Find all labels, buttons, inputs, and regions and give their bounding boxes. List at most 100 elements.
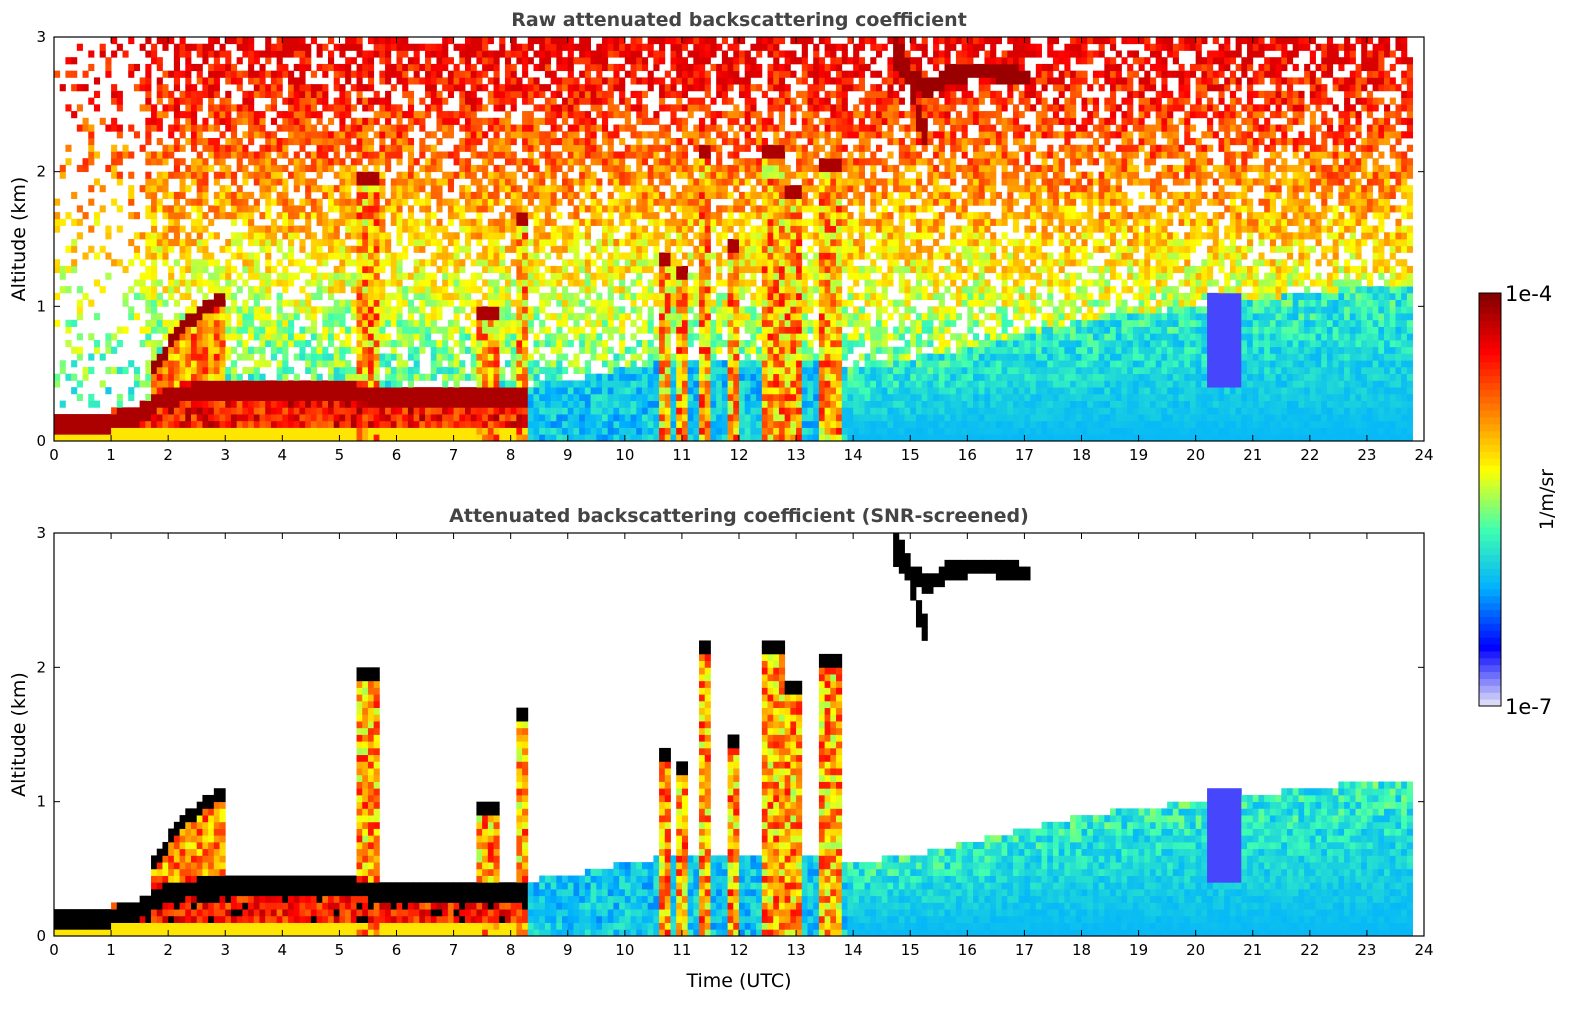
heatmap-cell: [145, 50, 152, 58]
heatmap-cell: [333, 393, 340, 401]
heatmap-cell: [579, 333, 586, 341]
heatmap-cell: [641, 414, 649, 422]
heatmap-cell: [93, 218, 101, 226]
heatmap-cell: [173, 198, 180, 206]
heatmap-cell: [219, 185, 226, 193]
heatmap-cell: [659, 90, 666, 98]
heatmap-cell: [487, 50, 494, 58]
heatmap-cell: [396, 212, 403, 220]
heatmap-cell: [413, 407, 420, 415]
heatmap-cell: [613, 373, 620, 381]
heatmap-cell: [248, 158, 255, 166]
heatmap-cell: [447, 239, 454, 247]
heatmap-cell: [556, 111, 563, 119]
heatmap-cell: [265, 407, 272, 415]
heatmap-cell: [550, 265, 557, 274]
heatmap-cell: [219, 313, 226, 321]
heatmap-cell: [225, 124, 232, 132]
heatmap-cell: [470, 178, 477, 186]
heatmap-cell: [305, 111, 312, 119]
heatmap-cell: [407, 97, 415, 105]
heatmap-cell: [470, 366, 477, 375]
heatmap-cell: [270, 104, 278, 112]
heatmap-cell: [253, 171, 260, 179]
heatmap-cell: [641, 340, 649, 348]
heatmap-cell: [105, 333, 112, 341]
heatmap-cell: [721, 393, 728, 401]
heatmap-cell: [270, 380, 278, 388]
heatmap-cell: [345, 340, 352, 348]
heatmap-cell: [76, 434, 83, 442]
heatmap-cell: [556, 326, 563, 334]
heatmap-cell: [562, 366, 569, 375]
heatmap-cell: [322, 70, 329, 78]
heatmap-cell: [293, 387, 300, 395]
heatmap-cell: [664, 70, 671, 78]
heatmap-cell: [310, 252, 317, 260]
heatmap-cell: [562, 387, 569, 395]
heatmap-cell: [179, 407, 186, 415]
heatmap-cell: [579, 171, 586, 179]
heatmap-cell: [619, 63, 626, 72]
heatmap-cell: [493, 427, 500, 435]
heatmap-cell: [556, 232, 563, 240]
heatmap-cell: [670, 77, 677, 85]
heatmap-cell: [699, 164, 706, 173]
heatmap-cell: [356, 245, 363, 253]
heatmap-cell: [596, 151, 603, 159]
heatmap-cell: [236, 151, 243, 159]
heatmap-cell: [145, 171, 152, 179]
heatmap-cell: [465, 117, 472, 125]
heatmap-cell: [196, 245, 203, 253]
heatmap-cell: [716, 292, 723, 300]
heatmap-cell: [407, 144, 415, 152]
heatmap-cell: [259, 124, 266, 132]
heatmap-cell: [693, 212, 700, 220]
heatmap-cell: [613, 171, 620, 179]
heatmap-cell: [362, 373, 369, 381]
heatmap-cell: [356, 151, 363, 159]
heatmap-cell: [162, 43, 169, 51]
heatmap-cell: [168, 353, 175, 361]
heatmap-cell: [579, 407, 586, 415]
heatmap-cell: [447, 57, 454, 65]
heatmap-cell: [248, 151, 255, 159]
heatmap-cell: [453, 239, 460, 247]
heatmap-cell: [236, 306, 243, 314]
heatmap-cell: [305, 164, 312, 173]
heatmap-cell: [196, 387, 203, 395]
heatmap-cell: [385, 158, 392, 166]
heatmap-cell: [288, 245, 295, 253]
heatmap-cell: [681, 427, 689, 435]
heatmap-cell: [607, 158, 614, 166]
heatmap-cell: [636, 380, 643, 388]
heatmap-cell: [213, 205, 220, 213]
heatmap-cell: [544, 279, 552, 287]
heatmap-cell: [185, 393, 192, 401]
heatmap-cell: [328, 104, 335, 112]
heatmap-cell: [687, 104, 694, 112]
heatmap-cell: [350, 158, 357, 166]
heatmap-cell: [253, 333, 260, 341]
heatmap-cell: [459, 400, 466, 408]
heatmap-cell: [196, 380, 203, 388]
heatmap-cell: [436, 117, 443, 125]
heatmap-cell: [248, 252, 255, 260]
heatmap-cell: [288, 77, 295, 85]
heatmap-cell: [367, 104, 375, 112]
heatmap-cell: [539, 326, 546, 334]
heatmap-cell: [636, 205, 643, 213]
heatmap-cell: [373, 333, 380, 341]
heatmap-cell: [624, 212, 631, 220]
heatmap-cell: [459, 420, 466, 428]
heatmap-cell: [379, 239, 386, 247]
heatmap-cell: [322, 420, 329, 428]
heatmap-cell: [242, 178, 249, 186]
heatmap-cell: [356, 319, 363, 327]
heatmap-cell: [299, 340, 306, 348]
heatmap-cell: [145, 178, 152, 186]
heatmap-cell: [419, 292, 426, 300]
heatmap-cell: [99, 286, 106, 294]
heatmap-cell: [293, 138, 300, 146]
